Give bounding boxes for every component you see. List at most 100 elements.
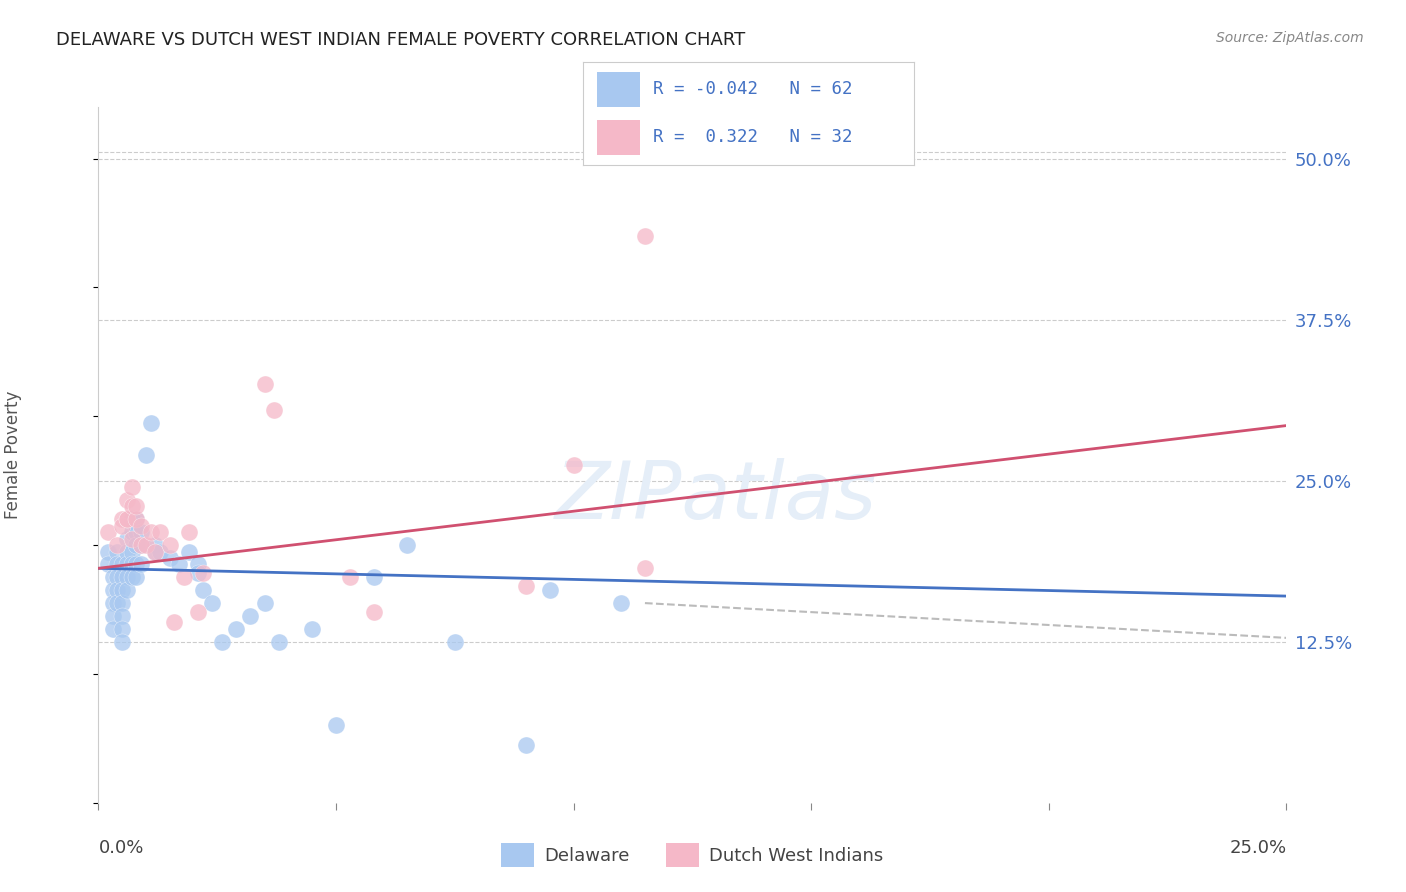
Point [121,544,143,558]
Point [107,544,129,558]
Point [121,558,143,572]
Bar [596,71,640,106]
Point [139,525,162,540]
Text: 25.0%: 25.0% [1229,838,1286,857]
Point [159,551,181,566]
Point [396,538,419,552]
Point [97,558,120,572]
Point [225,622,247,636]
Point [325,718,347,732]
Point [115,512,138,526]
Point [111,609,134,624]
Point [125,525,148,540]
Point [444,634,467,648]
Point [177,544,200,558]
Point [145,544,167,558]
Point [111,518,134,533]
Point [101,583,124,598]
Point [107,596,129,610]
Point [125,558,148,572]
Point [167,558,190,572]
Point [121,512,143,526]
Point [121,525,143,540]
Point [191,583,214,598]
Point [101,609,124,624]
Point [187,605,209,619]
Point [107,570,129,584]
Point [145,544,167,558]
Text: DELAWARE VS DUTCH WEST INDIAN FEMALE POVERTY CORRELATION CHART: DELAWARE VS DUTCH WEST INDIAN FEMALE POV… [56,31,745,49]
Point [610,596,633,610]
Point [163,615,186,630]
Point [107,538,129,552]
Point [634,228,657,243]
Point [135,448,157,462]
Point [107,558,129,572]
Point [111,570,134,584]
Text: ZIPatlas: ZIPatlas [555,458,877,536]
Point [121,570,143,584]
Point [121,532,143,546]
Point [267,634,290,648]
Point [187,558,209,572]
Point [173,570,195,584]
Point [263,402,285,417]
Point [515,579,537,593]
Point [177,525,200,540]
Point [159,538,181,552]
Point [191,566,214,581]
Point [101,622,124,636]
Point [111,583,134,598]
Point [339,570,361,584]
Legend: Delaware, Dutch West Indians: Delaware, Dutch West Indians [494,836,891,874]
Text: Female Poverty: Female Poverty [4,391,22,519]
Text: R = -0.042   N = 62: R = -0.042 N = 62 [652,80,852,98]
Text: R =  0.322   N = 32: R = 0.322 N = 32 [652,128,852,146]
Point [239,609,262,624]
Point [129,538,152,552]
Point [363,605,385,619]
Point [111,622,134,636]
Text: Source: ZipAtlas.com: Source: ZipAtlas.com [1216,31,1364,45]
Point [97,525,120,540]
Point [562,458,585,473]
Point [115,493,138,508]
Point [253,377,276,392]
Point [125,538,148,552]
Point [111,596,134,610]
Point [101,570,124,584]
Point [97,544,120,558]
Point [125,512,148,526]
Point [101,596,124,610]
Point [111,558,134,572]
Point [129,525,152,540]
Point [107,583,129,598]
Point [129,558,152,572]
Point [111,512,134,526]
Point [115,558,138,572]
Point [115,583,138,598]
Point [115,544,138,558]
Bar [596,120,640,155]
Point [111,634,134,648]
Point [115,532,138,546]
Point [149,544,172,558]
Point [129,538,152,552]
Point [139,416,162,430]
Point [135,538,157,552]
Point [363,570,385,584]
Point [634,561,657,575]
Point [125,500,148,514]
Point [253,596,276,610]
Point [121,500,143,514]
Point [515,738,537,752]
Point [187,566,209,581]
Point [115,512,138,526]
Point [538,583,561,598]
Point [115,570,138,584]
Point [211,634,233,648]
Point [145,538,167,552]
Text: 0.0%: 0.0% [98,838,143,857]
Point [149,525,172,540]
Point [201,596,224,610]
